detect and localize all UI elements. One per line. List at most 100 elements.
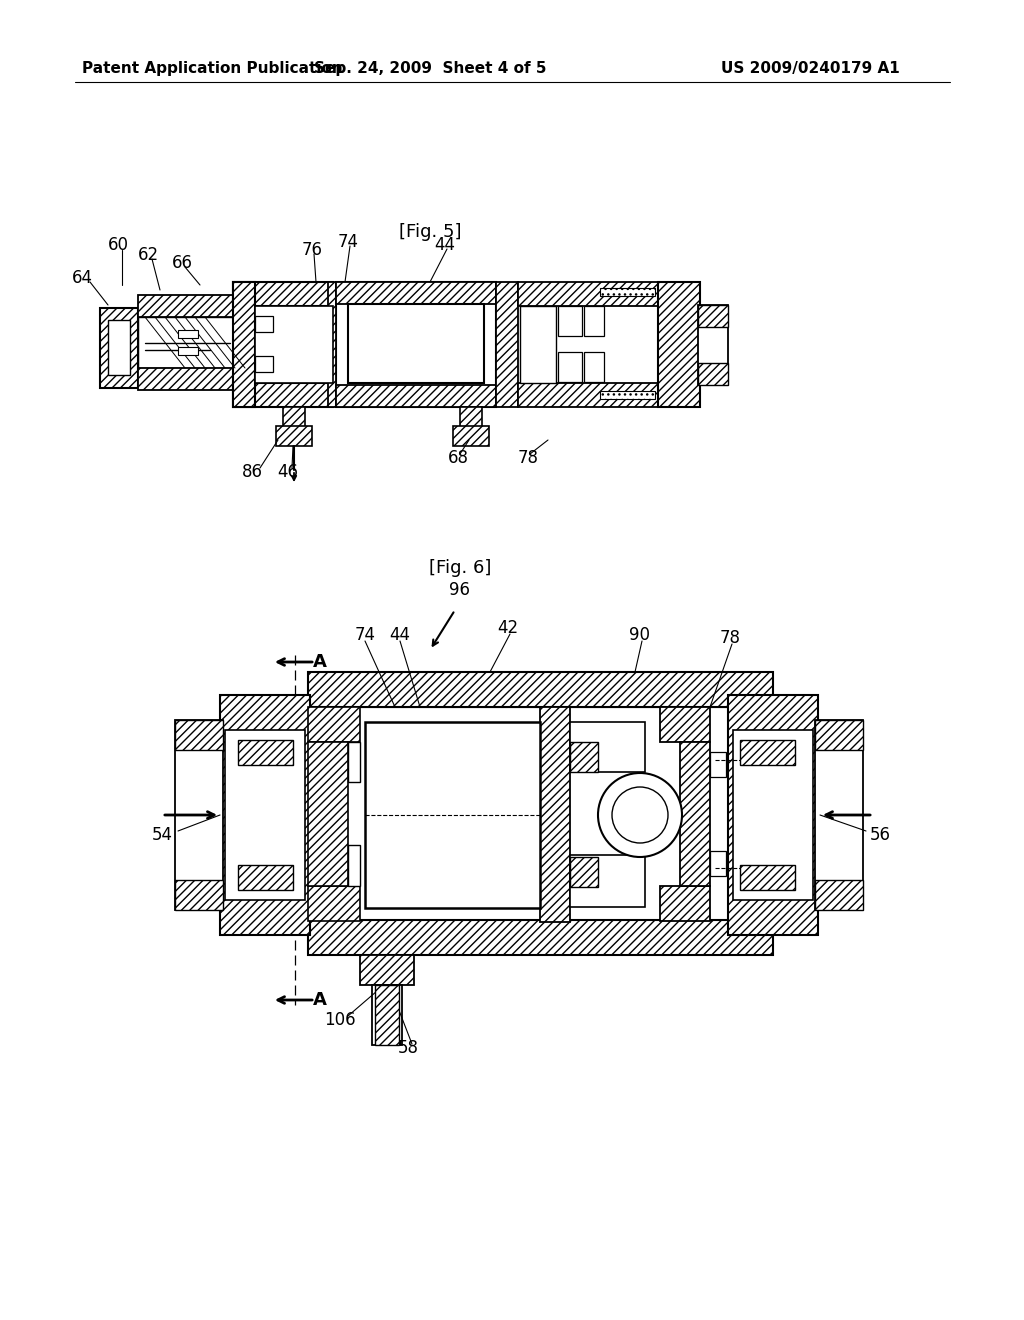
Bar xyxy=(336,282,496,304)
Bar xyxy=(584,306,604,337)
Text: 74: 74 xyxy=(354,626,376,644)
Text: 96: 96 xyxy=(450,581,470,599)
Text: 68: 68 xyxy=(447,449,469,467)
Bar xyxy=(558,352,582,381)
Text: Sep. 24, 2009  Sheet 4 of 5: Sep. 24, 2009 Sheet 4 of 5 xyxy=(313,61,546,75)
Bar xyxy=(520,306,556,383)
Text: 44: 44 xyxy=(389,626,411,644)
Bar xyxy=(233,282,255,407)
Bar xyxy=(518,282,658,306)
Bar xyxy=(570,857,598,887)
Circle shape xyxy=(612,787,668,843)
Bar xyxy=(100,308,138,388)
Text: US 2009/0240179 A1: US 2009/0240179 A1 xyxy=(721,61,900,75)
Bar xyxy=(138,317,233,368)
Bar xyxy=(365,722,540,908)
Bar xyxy=(710,752,726,777)
Bar xyxy=(570,855,645,907)
Bar xyxy=(710,851,726,876)
Text: 78: 78 xyxy=(720,630,740,647)
Text: [Fig. 6]: [Fig. 6] xyxy=(429,558,492,577)
Bar xyxy=(283,407,305,426)
Bar xyxy=(740,741,795,766)
Bar xyxy=(570,722,645,772)
Text: 76: 76 xyxy=(301,242,323,259)
Bar xyxy=(138,368,233,389)
Bar xyxy=(815,719,863,909)
Bar xyxy=(375,985,399,1045)
Bar xyxy=(308,708,773,921)
Bar xyxy=(540,708,570,921)
Bar xyxy=(698,305,728,385)
Bar xyxy=(815,880,863,909)
Bar xyxy=(496,282,518,407)
Bar xyxy=(238,865,293,890)
Bar xyxy=(308,708,360,742)
Text: 66: 66 xyxy=(171,253,193,272)
Bar xyxy=(308,886,360,921)
Text: 60: 60 xyxy=(108,236,128,253)
Bar xyxy=(680,742,710,886)
Bar xyxy=(328,282,336,407)
Bar xyxy=(276,426,312,446)
Bar xyxy=(570,742,598,772)
Bar xyxy=(225,730,305,900)
Text: Patent Application Publication: Patent Application Publication xyxy=(82,61,343,75)
Bar xyxy=(255,306,333,383)
Text: 98: 98 xyxy=(189,891,211,909)
Circle shape xyxy=(598,774,682,857)
Bar xyxy=(175,719,223,909)
Bar xyxy=(138,294,233,317)
Bar xyxy=(308,672,773,708)
Bar xyxy=(108,319,130,375)
Bar xyxy=(660,886,710,921)
Bar xyxy=(518,383,658,407)
Bar xyxy=(238,741,293,766)
Bar xyxy=(733,730,813,900)
Bar xyxy=(178,347,198,355)
Text: 42: 42 xyxy=(498,619,518,638)
Bar xyxy=(308,920,773,954)
Text: 86: 86 xyxy=(242,463,262,480)
Bar xyxy=(336,385,496,407)
Bar xyxy=(348,742,360,781)
Bar xyxy=(660,708,710,742)
Text: 74: 74 xyxy=(338,234,358,251)
Bar xyxy=(372,985,402,1045)
Text: 78: 78 xyxy=(517,449,539,467)
Bar xyxy=(600,391,655,399)
Text: 58: 58 xyxy=(397,1039,419,1057)
Bar xyxy=(233,282,333,306)
Text: A: A xyxy=(313,991,327,1008)
Bar xyxy=(255,315,273,333)
Bar xyxy=(178,330,198,338)
Text: 44: 44 xyxy=(434,236,456,253)
Text: 106: 106 xyxy=(325,1011,355,1030)
Bar xyxy=(233,383,333,407)
Text: 64: 64 xyxy=(72,269,92,286)
Text: 62: 62 xyxy=(137,246,159,264)
Bar xyxy=(460,407,482,426)
Bar xyxy=(600,288,655,296)
Bar xyxy=(698,305,728,327)
Text: [Fig. 5]: [Fig. 5] xyxy=(398,223,461,242)
Bar xyxy=(453,426,489,446)
Text: 90: 90 xyxy=(630,626,650,644)
Text: A: A xyxy=(313,653,327,671)
Bar xyxy=(348,845,360,886)
Text: 46: 46 xyxy=(278,463,299,480)
Bar xyxy=(336,282,496,407)
Bar xyxy=(698,363,728,385)
Text: 54: 54 xyxy=(152,826,172,843)
Bar xyxy=(175,719,223,750)
Bar xyxy=(255,356,273,372)
Bar xyxy=(658,282,700,407)
Bar xyxy=(175,880,223,909)
Bar xyxy=(308,742,348,886)
Bar xyxy=(584,352,604,381)
Bar xyxy=(728,696,818,935)
Bar xyxy=(815,719,863,750)
Bar xyxy=(558,306,582,337)
Bar xyxy=(740,865,795,890)
Bar xyxy=(348,304,484,383)
